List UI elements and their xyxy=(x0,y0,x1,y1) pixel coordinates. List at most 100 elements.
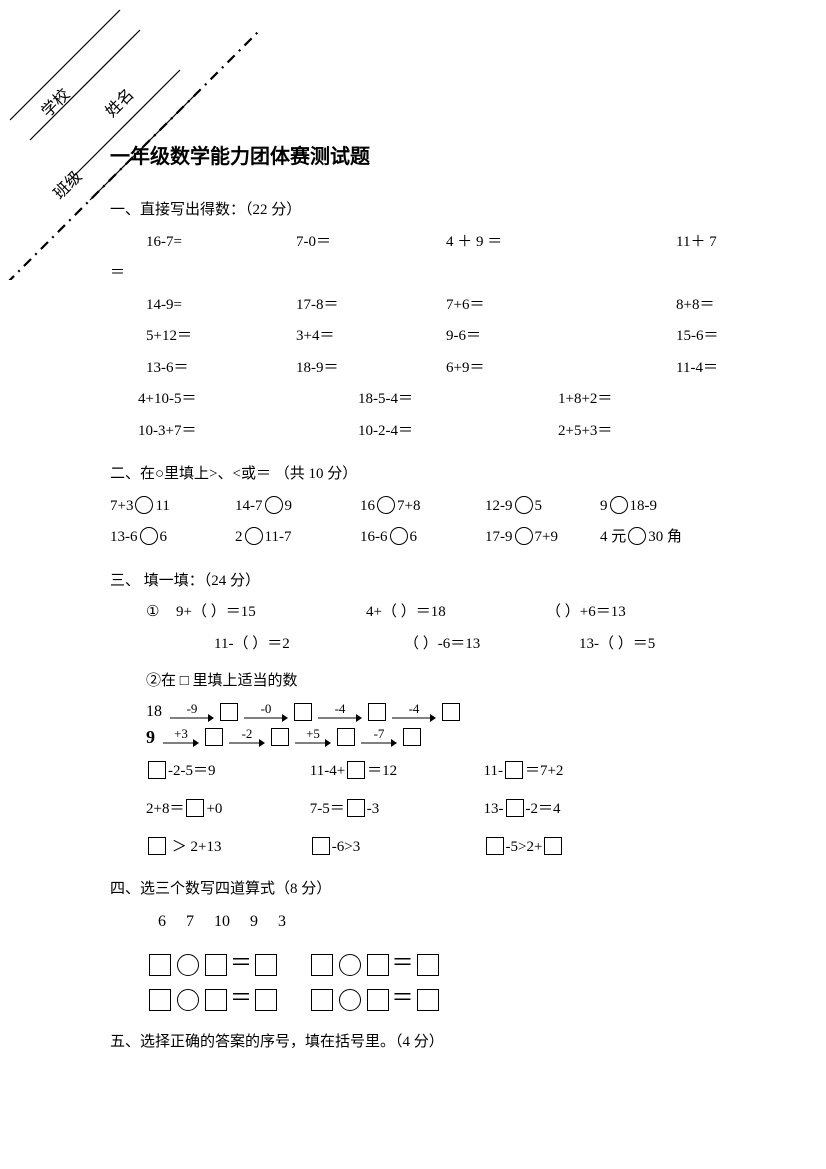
fill-item: 13-（ ）＝5 xyxy=(579,629,655,661)
circle-blank xyxy=(628,527,646,545)
square-blank xyxy=(544,837,562,855)
eq-row-3: ＞ 2+13 -6>3 -5>2+ xyxy=(146,832,726,862)
arrow-step: -4 xyxy=(318,702,362,723)
arrow-step: -7 xyxy=(361,727,397,748)
compare-item: 14-79 xyxy=(235,491,360,523)
square-blank xyxy=(442,703,460,721)
section-2-heading: 二、在○里填上>、<或＝ （共 10 分） xyxy=(110,459,726,491)
square-blank xyxy=(294,703,312,721)
section-4: 四、选三个数写四道算式（8 分） 6 7 10 9 3 ＝ ＝ ＝ ＝ xyxy=(110,874,726,1015)
square-blank xyxy=(205,728,223,746)
section-4-numbers: 6 7 10 9 3 xyxy=(158,905,726,939)
circle-blank xyxy=(610,496,628,514)
circle-blank xyxy=(339,954,361,976)
calc-cell: 2+5+3＝ xyxy=(558,416,612,448)
square-blank xyxy=(311,989,333,1011)
arrow-step: +5 xyxy=(295,727,331,748)
square-blank xyxy=(271,728,289,746)
square-blank xyxy=(505,761,523,779)
circle-blank xyxy=(135,496,153,514)
calc-cell: 10-2-4＝ xyxy=(358,416,558,448)
square-blank xyxy=(312,837,330,855)
square-blank xyxy=(486,837,504,855)
section-1-heading: 一、直接写出得数：（22 分） xyxy=(110,195,726,227)
page-title: 一年级数学能力团体赛测试题 xyxy=(110,140,726,169)
square-blank xyxy=(367,954,389,976)
eq-row-2: 2+8＝+0 7-5＝-3 13--2＝4 xyxy=(146,794,726,824)
fill-item: （ ）-6＝13 xyxy=(404,629,579,661)
square-blank xyxy=(347,761,365,779)
compare-item: 12-95 xyxy=(485,491,600,523)
calc-cell: 7+6＝ xyxy=(446,290,676,322)
calc-cell: 11-4＝ xyxy=(676,353,718,385)
square-blank xyxy=(205,954,227,976)
fill-item: （ ）+6＝13 xyxy=(546,597,626,629)
circle-blank xyxy=(245,527,263,545)
compare-item: 167+8 xyxy=(360,491,485,523)
square-blank xyxy=(403,728,421,746)
square-blank xyxy=(506,799,524,817)
square-blank xyxy=(149,989,171,1011)
square-blank xyxy=(220,703,238,721)
compare-item: 17-97+9 xyxy=(485,522,600,554)
compare-item: 211-7 xyxy=(235,522,360,554)
circle-blank xyxy=(177,989,199,1011)
section-5: 五、选择正确的答案的序号，填在括号里。（4 分） xyxy=(110,1027,726,1059)
calc-cell: 9-6＝ xyxy=(446,321,676,353)
circle-blank xyxy=(177,954,199,976)
arrow-step: -2 xyxy=(229,727,265,748)
fill-item: 11-（ ）＝2 xyxy=(214,629,404,661)
section-1: 一、直接写出得数：（22 分） 16-7= 7-0＝ 4 ＋ 9 ＝ 11＋ 7… xyxy=(110,195,726,447)
chain-1: 18 -9 -0 -4 -4 xyxy=(146,702,726,723)
circle-blank xyxy=(515,527,533,545)
calc-cell: 14-9= xyxy=(146,290,296,322)
section-2: 二、在○里填上>、<或＝ （共 10 分） 7+311 14-79 167+8 … xyxy=(110,459,726,554)
calc-cell: 15-6＝ xyxy=(676,321,719,353)
calc-cell: 13-6＝ xyxy=(146,353,296,385)
square-blank xyxy=(337,728,355,746)
arrow-step: +3 xyxy=(163,727,199,748)
compare-item: 918-9 xyxy=(600,491,657,523)
compare-item: 13-66 xyxy=(110,522,235,554)
square-blank xyxy=(148,761,166,779)
section-3-heading: 三、 填一填：（24 分） xyxy=(110,566,726,598)
calc-cell: 7-0＝ xyxy=(296,227,446,259)
square-blank xyxy=(347,799,365,817)
square-blank xyxy=(311,954,333,976)
circle-blank xyxy=(390,527,408,545)
circle-blank xyxy=(140,527,158,545)
four-equations: ＝ ＝ ＝ ＝ xyxy=(146,945,726,1015)
calc-cell: 18-5-4＝ xyxy=(358,384,558,416)
square-blank xyxy=(417,989,439,1011)
section-5-heading: 五、选择正确的答案的序号，填在括号里。（4 分） xyxy=(110,1027,726,1059)
compare-item: 7+311 xyxy=(110,491,235,523)
circle-blank xyxy=(265,496,283,514)
calc-cell: 4 ＋ 9 ＝ xyxy=(446,227,676,259)
square-blank xyxy=(186,799,204,817)
square-blank xyxy=(368,703,386,721)
square-blank xyxy=(417,954,439,976)
circle-blank xyxy=(515,496,533,514)
square-blank xyxy=(367,989,389,1011)
compare-item: 16-66 xyxy=(360,522,485,554)
calc-cell: 8+8＝ xyxy=(676,290,714,322)
square-blank xyxy=(255,954,277,976)
square-blank xyxy=(205,989,227,1011)
calc-cell: 11＋ 7 xyxy=(676,227,717,259)
fill-item: 9+（ ）＝15 xyxy=(176,597,366,629)
calc-cell: 5+12＝ xyxy=(146,321,296,353)
section-3-p1-label: ① xyxy=(146,597,176,629)
chain-2: 9 +3 -2 +5 -7 xyxy=(146,727,726,748)
square-blank xyxy=(149,954,171,976)
calc-cell: 6+9＝ xyxy=(446,353,676,385)
circle-blank xyxy=(377,496,395,514)
square-blank xyxy=(148,837,166,855)
eq-row-1: -2-5＝9 11-4+＝12 11-＝7+2 xyxy=(146,756,726,786)
calc-cell: 3+4＝ xyxy=(296,321,446,353)
calc-cell: ＝ xyxy=(110,258,726,290)
section-3: 三、 填一填：（24 分） ① 9+（ ）＝15 4+（ ）＝18 （ ）+6＝… xyxy=(110,566,726,862)
section-4-heading: 四、选三个数写四道算式（8 分） xyxy=(110,874,726,906)
compare-item: 4 元30 角 xyxy=(600,522,682,554)
section-3-p2-label: ②在 □ 里填上适当的数 xyxy=(110,666,726,698)
arrow-step: -0 xyxy=(244,702,288,723)
